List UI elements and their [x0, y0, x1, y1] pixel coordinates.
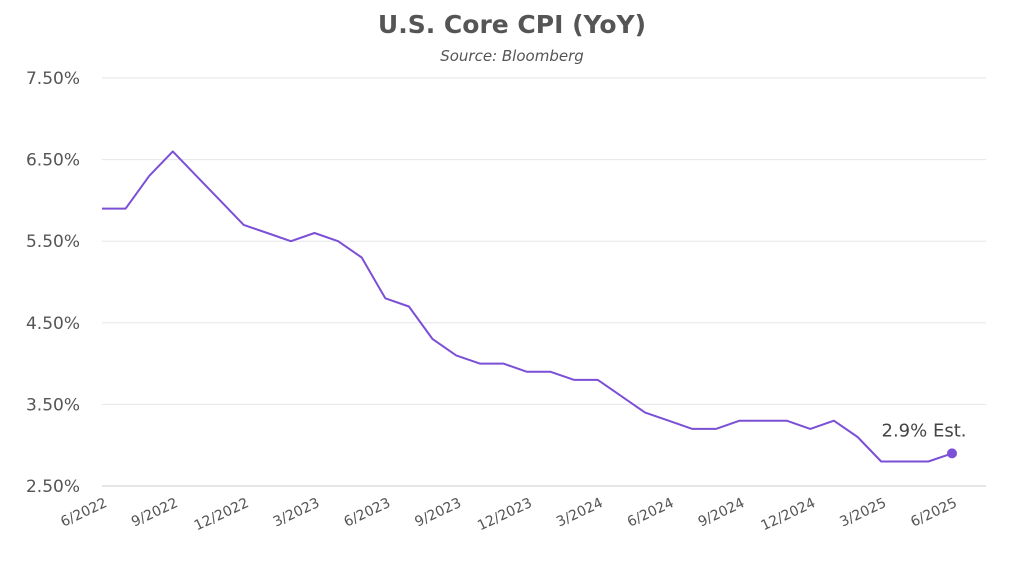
y-tick-label: 4.50% — [26, 314, 80, 334]
y-tick-label: 7.50% — [26, 69, 80, 89]
x-axis-ticks: 6/2022 9/2022 12/2022 3/2023 6/2023 9/2023 12/… — [58, 495, 959, 534]
x-tick-label: 3/2024 — [554, 495, 605, 530]
estimate-annotation: 2.9% Est. — [882, 420, 967, 441]
y-axis-ticks: 7.50% 6.50% 5.50% 4.50% 3.50% 2.50% — [26, 69, 80, 497]
x-tick-label: 3/2025 — [837, 495, 888, 530]
x-tick-label: 6/2022 — [58, 495, 109, 530]
x-tick-label: 12/2022 — [192, 495, 251, 534]
y-tick-label: 5.50% — [26, 232, 80, 252]
x-tick-label: 6/2024 — [625, 495, 676, 530]
x-tick-label: 6/2025 — [908, 495, 959, 530]
chart-subtitle: Source: Bloomberg — [440, 47, 584, 65]
y-tick-label: 3.50% — [26, 395, 80, 415]
y-tick-label: 2.50% — [26, 477, 80, 497]
x-tick-label: 9/2022 — [129, 495, 180, 530]
core-cpi-line — [102, 150, 953, 463]
x-tick-label: 12/2023 — [475, 495, 534, 534]
chart-title: U.S. Core CPI (YoY) — [378, 10, 646, 39]
x-tick-label: 6/2023 — [342, 495, 393, 530]
x-tick-label: 3/2023 — [271, 495, 322, 530]
x-tick-label: 9/2024 — [696, 495, 747, 530]
x-tick-label: 9/2023 — [412, 495, 463, 530]
estimate-marker — [947, 448, 957, 459]
data-points — [100, 149, 954, 463]
x-tick-label: 12/2024 — [759, 495, 819, 534]
y-tick-label: 6.50% — [26, 151, 80, 171]
gridlines — [102, 77, 986, 487]
